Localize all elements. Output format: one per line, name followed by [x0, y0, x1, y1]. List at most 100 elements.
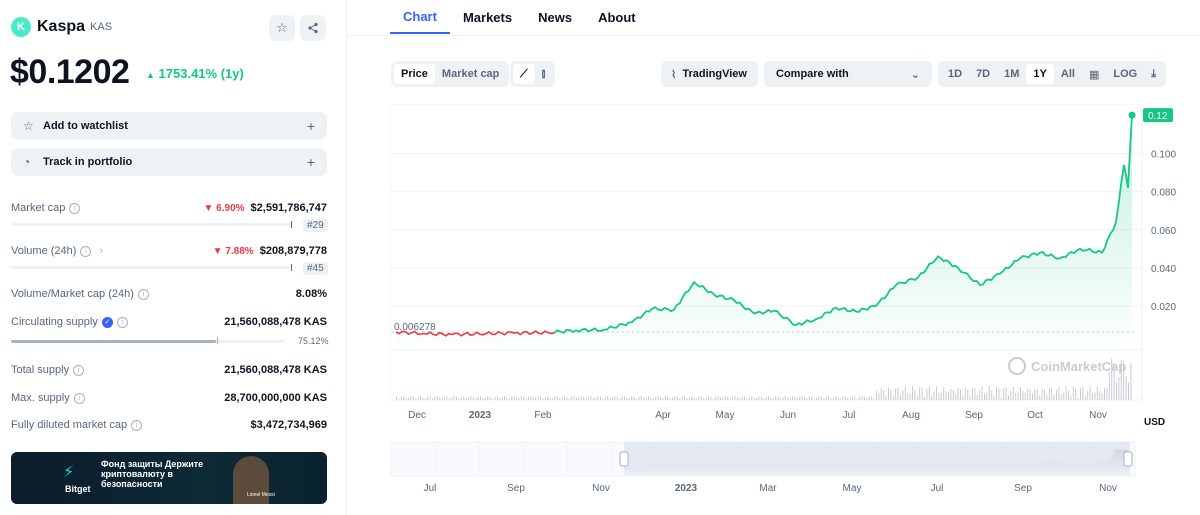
- volume-bar: [753, 397, 755, 400]
- star-icon: ☆: [276, 20, 288, 35]
- info-icon[interactable]: i: [116, 316, 128, 328]
- tab-news[interactable]: News: [538, 9, 573, 25]
- volume-bar: [1036, 389, 1038, 400]
- x-tick-label: Aug: [902, 410, 920, 421]
- circulating-percent: 75.12%: [298, 336, 329, 346]
- info-icon[interactable]: i: [80, 245, 92, 257]
- download-button[interactable]: ⤓: [1144, 64, 1163, 84]
- info-icon[interactable]: i: [137, 288, 149, 300]
- volume-bar: [717, 396, 719, 400]
- volume-bar: [652, 398, 654, 400]
- market-cap-toggle[interactable]: Market cap: [441, 68, 500, 80]
- stat-market-cap: Market cap i ▼ 6.90% $2,591,786,747: [11, 202, 327, 214]
- volume-bar: [722, 397, 724, 400]
- ad-banner[interactable]: ⚡ Bitget Фонд защиты Держите криптовалют…: [11, 452, 327, 504]
- volume-bar: [945, 391, 947, 400]
- track-portfolio-button[interactable]: ◔ Track in portfolio +: [11, 148, 327, 176]
- x-tick-label: Jun: [780, 410, 796, 421]
- volume-bar: [571, 396, 573, 400]
- volume-bar: [446, 396, 448, 400]
- price-chart[interactable]: 0.020 0.040 0.060 0.080 0.100 0.006278 0.12 Dec…: [390, 104, 1180, 499]
- volume-bar: [660, 397, 661, 400]
- volume-bar: [739, 397, 741, 400]
- volume-bar: [477, 396, 479, 400]
- chevron-right-icon[interactable]: ›: [99, 245, 104, 257]
- volume-bar: [1101, 392, 1103, 400]
- range-all[interactable]: All: [1060, 68, 1075, 80]
- tab-chart[interactable]: Chart: [390, 0, 450, 34]
- volume-bar: [559, 398, 561, 400]
- x-tick-label: 2023: [469, 410, 492, 421]
- info-icon[interactable]: i: [73, 364, 85, 376]
- volume-bar: [1128, 382, 1129, 400]
- volume-bar: [1130, 363, 1132, 400]
- volume-bar: [662, 398, 664, 400]
- chevron-down-icon: ⌄: [910, 68, 920, 81]
- y-tick-label: 0.080: [1151, 188, 1176, 199]
- volume-bar: [405, 397, 407, 400]
- tradingview-label: TradingView: [682, 68, 747, 80]
- volume-bar: [1075, 388, 1077, 400]
- volume-bar: [715, 396, 717, 400]
- volume-bar: [1039, 395, 1041, 400]
- line-chart-toggle[interactable]: ⟋: [513, 64, 535, 84]
- watchlist-star-button[interactable]: ☆: [269, 15, 295, 41]
- info-icon[interactable]: i: [73, 392, 85, 404]
- compare-with-select[interactable]: Compare with ⌄: [764, 61, 932, 87]
- volume-bar: [410, 396, 412, 400]
- volume-bar: [792, 396, 793, 400]
- info-icon[interactable]: i: [69, 202, 81, 214]
- volume-bar: [1077, 398, 1079, 400]
- volume-bar: [458, 398, 460, 400]
- volume-bar: [835, 396, 837, 400]
- volume-bar: [984, 393, 985, 400]
- volume-bar: [825, 396, 827, 400]
- candle-chart-toggle[interactable]: ⫾: [535, 64, 553, 84]
- volume-label: Volume (24h): [11, 245, 77, 257]
- market-cap-rank: #29: [303, 219, 328, 232]
- volume-bar: [556, 396, 558, 400]
- share-icon: [308, 22, 318, 34]
- range-navigator[interactable]: [390, 441, 1136, 477]
- volume-bar: [974, 387, 976, 400]
- add-to-watchlist-button[interactable]: ☆ Add to watchlist +: [11, 112, 327, 140]
- caret-up-icon: ▲: [146, 70, 155, 80]
- volume-bar: [607, 396, 609, 400]
- tradingview-button[interactable]: ⌇ TradingView: [661, 61, 758, 87]
- range-1d[interactable]: 1D: [948, 68, 963, 80]
- volume-bar: [532, 397, 534, 400]
- navigator-label: Jul: [931, 483, 944, 494]
- volume-bar: [513, 396, 515, 400]
- volume-bar: [1111, 358, 1113, 400]
- info-icon[interactable]: i: [131, 419, 143, 431]
- tab-markets[interactable]: Markets: [462, 9, 513, 25]
- range-1y[interactable]: 1Y: [1026, 64, 1054, 84]
- volume-bar: [657, 396, 659, 400]
- volume-bar: [1094, 392, 1096, 400]
- volume-bar: [396, 396, 397, 400]
- tab-about[interactable]: About: [598, 9, 636, 25]
- log-scale-toggle[interactable]: LOG: [1113, 68, 1138, 80]
- volume-bar: [417, 396, 419, 400]
- coin-header: K Kaspa KAS: [11, 17, 112, 37]
- range-1m[interactable]: 1M: [1004, 68, 1020, 80]
- volume-bar: [1008, 395, 1009, 400]
- calendar-button[interactable]: ▦: [1082, 64, 1106, 84]
- currency-label: USD: [1144, 417, 1166, 428]
- volume-bar: [604, 396, 606, 400]
- price-toggle[interactable]: Price: [394, 64, 435, 84]
- share-button[interactable]: [300, 15, 326, 41]
- range-7d[interactable]: 7D: [976, 68, 991, 80]
- navigator-label: May: [843, 483, 862, 494]
- calendar-icon: ▦: [1088, 68, 1100, 81]
- volume-bar: [1032, 393, 1033, 400]
- volume-bar: [926, 388, 928, 400]
- volume-bar: [940, 391, 942, 400]
- volume-bar: [664, 396, 666, 400]
- volume-bar: [813, 397, 815, 400]
- compare-label: Compare with: [776, 68, 849, 80]
- volume-bar: [511, 396, 513, 400]
- volume-bar: [640, 396, 642, 400]
- volume-bars: [396, 358, 1132, 400]
- volume-bar: [988, 386, 990, 400]
